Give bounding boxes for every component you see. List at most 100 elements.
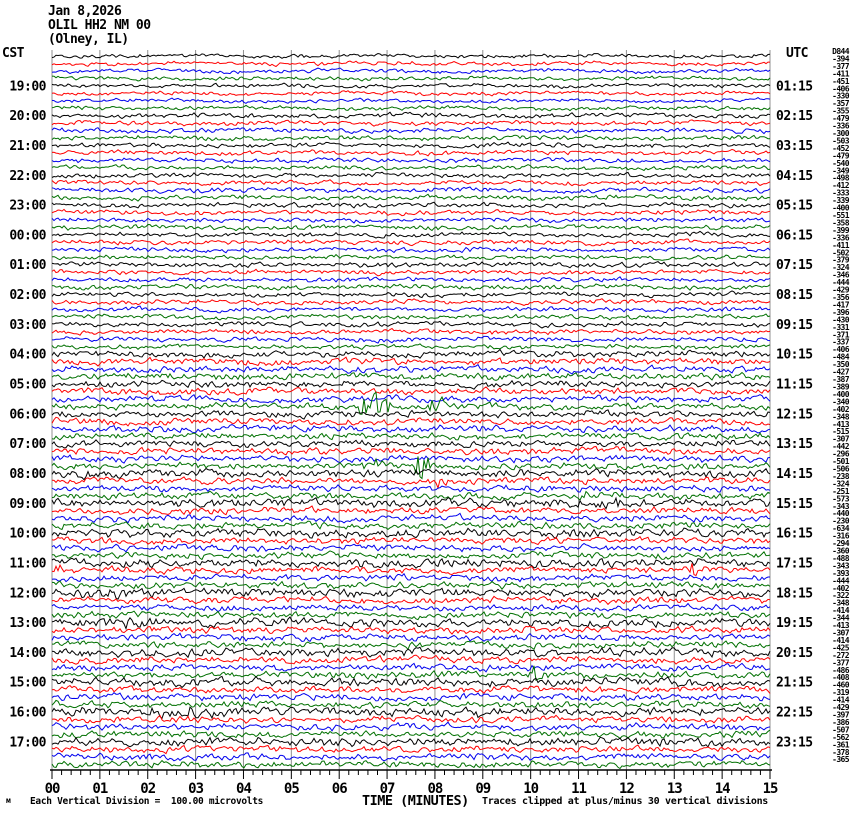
utc-hour-label: 14:15 <box>776 467 813 482</box>
trace-offset-value: -300 <box>832 129 850 138</box>
trace-offset-value: -343 <box>832 561 850 570</box>
trace-offset-value: -346 <box>832 271 850 280</box>
trace-offset-value: -506 <box>832 464 850 473</box>
seismo-trace <box>51 379 771 390</box>
trace-offset-value: -330 <box>832 92 850 101</box>
seismo-trace <box>51 313 771 321</box>
trace-offset-value: -340 <box>832 397 850 406</box>
cst-hour-label: 16:00 <box>9 706 46 721</box>
seismo-trace <box>52 640 771 651</box>
seismo-trace <box>51 216 771 224</box>
trace-offset-value: -337 <box>832 338 850 347</box>
plot-date: Jan 8,2026 <box>48 4 122 19</box>
utc-hour-label: 06:15 <box>776 228 813 243</box>
trace-offset-value: -386 <box>832 718 850 727</box>
trace-offset-value: -486 <box>832 666 850 675</box>
trace-offset-value: -402 <box>832 584 850 593</box>
seismo-trace <box>51 97 771 104</box>
x-axis-tick-label: 03 <box>188 781 203 797</box>
cst-hour-label: 03:00 <box>9 318 46 333</box>
seismo-trace <box>51 305 771 314</box>
seismo-trace <box>51 193 771 202</box>
trace-offset-value: -425 <box>832 643 850 652</box>
seismo-trace <box>51 82 771 90</box>
seismo-trace <box>51 692 771 702</box>
trace-offset-value: -452 <box>832 144 850 153</box>
trace-offset-value: -413 <box>832 621 850 630</box>
trace-offset-value: -356 <box>832 293 850 302</box>
station-location: (Olney, IL) <box>48 32 129 47</box>
cst-hour-label: 12:00 <box>9 586 46 601</box>
trace-offset-value: -387 <box>832 375 850 384</box>
seismo-trace <box>51 223 771 232</box>
seismo-trace <box>51 261 771 269</box>
trace-offset-value: -365 <box>832 755 850 764</box>
trace-offset-value: -501 <box>832 457 850 466</box>
seismo-trace <box>51 736 771 748</box>
cst-hour-label: 22:00 <box>9 169 46 184</box>
trace-offset-value: -573 <box>832 494 850 503</box>
trace-offset-value: -397 <box>832 710 850 719</box>
seismo-trace <box>51 505 771 516</box>
seismo-trace <box>51 276 771 283</box>
x-axis-tick-label: 15 <box>763 781 778 797</box>
trace-offset-value: -515 <box>832 427 850 436</box>
seismo-trace <box>51 616 771 631</box>
seismo-trace <box>51 587 771 600</box>
seismo-trace <box>51 290 771 299</box>
trace-offset-value: -412 <box>832 181 850 190</box>
seismo-trace <box>51 490 771 501</box>
trace-offset-value: -427 <box>832 368 850 377</box>
x-axis-label: TIME (MINUTES) <box>362 793 469 809</box>
trace-offset-value: -379 <box>832 256 850 265</box>
trace-offset-value: -333 <box>832 189 850 198</box>
station-code: OLIL HH2 NM 00 <box>48 18 151 33</box>
trace-offset-value: -377 <box>832 62 850 71</box>
cst-hour-label: 02:00 <box>9 288 46 303</box>
trace-offset-value: -484 <box>832 353 850 362</box>
trace-offset-value: -498 <box>832 174 850 183</box>
x-axis-tick-label: 00 <box>45 781 60 797</box>
seismo-trace <box>51 298 771 306</box>
seismo-trace <box>51 752 771 762</box>
trace-offset-value: -316 <box>832 532 850 541</box>
utc-hour-label: 21:15 <box>776 676 813 691</box>
seismo-trace <box>51 283 771 291</box>
cst-hour-label: 20:00 <box>9 109 46 124</box>
trace-offset-value: -339 <box>832 196 850 205</box>
utc-hour-label: 11:15 <box>776 378 813 393</box>
trace-offset-value: -389 <box>832 382 850 391</box>
trace-offset-value: -444 <box>832 576 850 585</box>
cst-hour-label: 05:00 <box>9 378 46 393</box>
x-axis-tick-label: 13 <box>667 781 682 797</box>
trace-offset-value: -429 <box>832 286 850 295</box>
seismo-trace <box>51 675 771 689</box>
seismo-trace <box>51 445 771 456</box>
utc-hour-label: 15:15 <box>776 497 813 512</box>
trace-offset-value: -444 <box>832 278 850 287</box>
trace-offset-value: -414 <box>832 636 850 645</box>
cst-hour-label: 08:00 <box>9 467 46 482</box>
seismo-trace <box>51 186 771 195</box>
seismo-trace <box>51 327 771 336</box>
utc-hour-label: 02:15 <box>776 109 813 124</box>
x-axis-tick-label: 12 <box>619 781 634 797</box>
seismo-trace <box>51 238 771 247</box>
x-axis-tick-label: 14 <box>715 781 730 797</box>
seismo-trace <box>51 580 771 591</box>
seismo-trace <box>51 386 771 396</box>
seismo-trace <box>51 744 771 755</box>
trace-offset-value: -413 <box>832 420 850 429</box>
seismo-trace <box>51 320 771 329</box>
seismo-trace <box>51 246 771 254</box>
utc-hour-label: 23:15 <box>776 735 813 750</box>
x-axis-tick-label: 09 <box>475 781 490 797</box>
trace-offset-value: -399 <box>832 226 850 235</box>
trace-offset-value: -406 <box>832 84 850 93</box>
trace-offset-value: -324 <box>832 479 850 488</box>
trace-offset-value: -348 <box>832 412 850 421</box>
trace-offset-value: -562 <box>832 733 850 742</box>
utc-hour-label: 16:15 <box>776 527 813 542</box>
